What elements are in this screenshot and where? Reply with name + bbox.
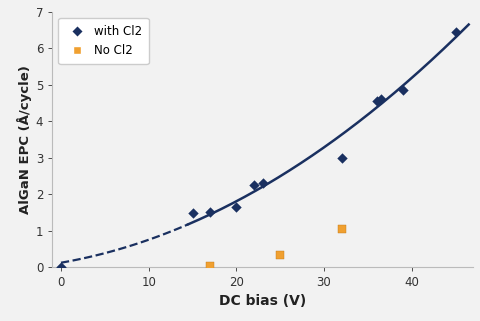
X-axis label: DC bias (V): DC bias (V) xyxy=(219,294,306,308)
Point xyxy=(250,183,258,188)
Legend: with Cl2, No Cl2: with Cl2, No Cl2 xyxy=(58,18,149,64)
Point xyxy=(452,30,459,35)
Point xyxy=(338,227,346,232)
Point xyxy=(259,181,266,186)
Point xyxy=(189,211,196,216)
Point xyxy=(373,99,381,104)
Point xyxy=(232,205,240,210)
Point xyxy=(338,155,346,160)
Y-axis label: AlGaN EPC (Å/cycle): AlGaN EPC (Å/cycle) xyxy=(16,65,32,214)
Point xyxy=(377,96,385,101)
Point xyxy=(57,264,65,269)
Point xyxy=(206,263,214,268)
Point xyxy=(206,209,214,214)
Point xyxy=(399,88,407,93)
Point xyxy=(276,252,284,257)
